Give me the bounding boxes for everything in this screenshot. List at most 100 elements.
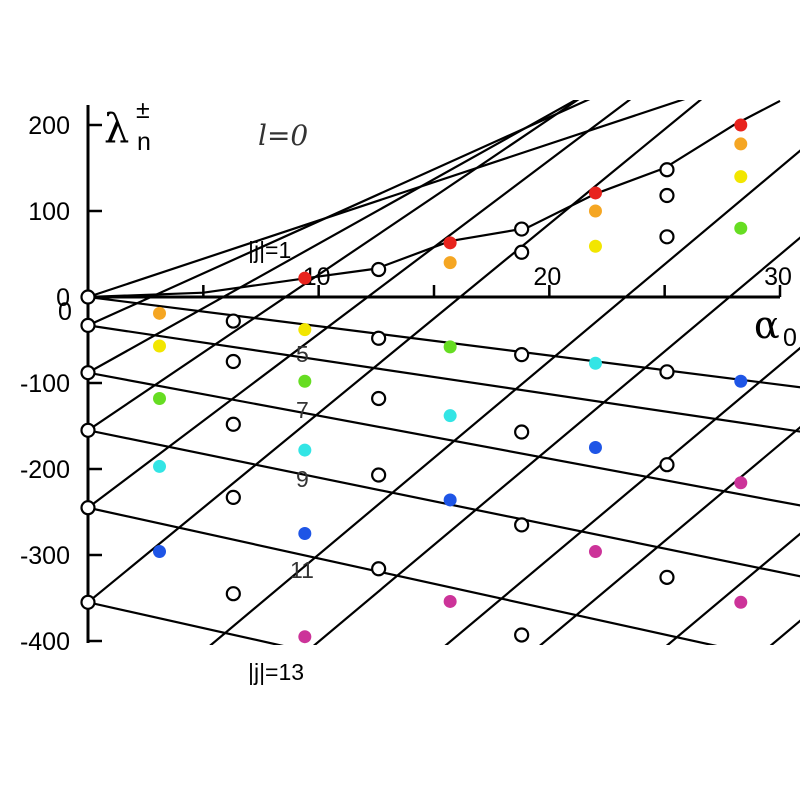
rising-extra-line-1 — [312, 236, 800, 645]
y-tick-label-4: -200 — [20, 456, 70, 484]
y-tick-label-3: -100 — [20, 370, 70, 398]
colored-point-27 — [734, 374, 748, 388]
colored-point-14 — [443, 409, 457, 423]
falling-line-3 — [88, 429, 800, 578]
colored-point-6 — [298, 323, 312, 337]
colored-point-2 — [153, 391, 167, 405]
colored-point-8 — [298, 443, 312, 457]
rising-extra-line-5 — [769, 619, 800, 645]
colored-point-4 — [153, 545, 167, 559]
y-tick-label-1: 100 — [28, 198, 70, 226]
points-layer — [80, 118, 748, 644]
white-point-3 — [80, 422, 96, 438]
y-tick-label-2: 0 — [56, 284, 70, 312]
white-point-2 — [80, 365, 96, 381]
annotation-2: 7 — [296, 397, 309, 423]
rising-line-3 — [88, 100, 580, 432]
white-point-21 — [514, 627, 530, 643]
origin-label: 0 — [58, 298, 72, 326]
colored-point-1 — [153, 339, 167, 353]
upper-curve — [88, 100, 781, 299]
falling-line-2 — [88, 371, 800, 507]
white-point-10 — [225, 586, 241, 602]
white-point-1 — [80, 317, 96, 333]
x-tick-label-2: 30 — [764, 263, 792, 291]
colored-point-22 — [588, 545, 602, 559]
x-axis-label: α — [754, 303, 780, 347]
white-point-12 — [371, 330, 387, 346]
rising-extra-line-2 — [444, 346, 800, 645]
white-point-20 — [514, 517, 530, 533]
rising-extra-line-0 — [209, 149, 800, 645]
white-point-11 — [371, 261, 387, 278]
colored-point-12 — [443, 256, 457, 270]
white-point-16 — [514, 244, 530, 260]
colored-point-21 — [588, 441, 602, 454]
colored-point-13 — [443, 340, 457, 354]
colored-point-26 — [734, 221, 748, 235]
y-tick-label-6: -400 — [20, 628, 70, 656]
falling-line-4 — [88, 506, 718, 645]
rising-extra-line-3 — [539, 426, 800, 645]
colored-point-7 — [298, 374, 312, 388]
colored-point-3 — [153, 459, 167, 473]
white-point-13 — [371, 390, 387, 407]
white-point-23 — [659, 187, 675, 204]
white-point-17 — [514, 221, 530, 237]
annotation-1: 5 — [296, 341, 309, 367]
rising-line-2 — [88, 100, 578, 374]
x-axis-label-sub: 0 — [783, 324, 797, 352]
annotation-3: 9 — [296, 466, 309, 492]
colored-point-23 — [734, 118, 748, 132]
y-tick-label-0: 200 — [28, 112, 70, 140]
rising-extra-line-4 — [665, 532, 800, 645]
chart-title: l=0 — [258, 119, 308, 152]
white-point-19 — [514, 424, 530, 440]
white-point-7 — [225, 353, 241, 370]
rising-line-1 — [88, 100, 591, 327]
x-tick-label-1: 20 — [533, 263, 561, 291]
colored-point-9 — [298, 527, 312, 540]
y-axis-label-sup: ± — [136, 96, 150, 124]
colored-point-17 — [588, 186, 602, 200]
rising-line-0 — [88, 100, 686, 299]
colored-point-18 — [588, 204, 602, 218]
colored-point-5 — [298, 271, 312, 285]
white-point-0 — [80, 289, 96, 305]
white-point-8 — [225, 416, 241, 432]
white-point-25 — [659, 364, 675, 380]
falling-line-5 — [88, 601, 284, 645]
white-point-5 — [80, 594, 96, 610]
white-point-24 — [659, 162, 675, 178]
annotation-5: |j|=13 — [248, 659, 304, 685]
rising-line-4 — [88, 100, 632, 509]
y-axis-label-sub: n — [137, 128, 151, 156]
colored-point-29 — [734, 595, 748, 609]
white-point-4 — [80, 500, 96, 516]
annotation-4: 11 — [290, 557, 314, 583]
y-axis-label-main: λ — [104, 106, 129, 152]
colored-point-24 — [734, 137, 748, 151]
colored-point-10 — [298, 630, 312, 644]
falling-line-1 — [88, 324, 800, 433]
y-axis-label: λ — [104, 106, 129, 152]
colored-point-11 — [443, 236, 457, 250]
colored-point-15 — [443, 493, 457, 507]
white-point-27 — [659, 569, 675, 585]
colored-point-25 — [734, 170, 748, 184]
white-point-9 — [225, 489, 241, 505]
colored-point-19 — [588, 239, 602, 253]
white-point-26 — [659, 457, 675, 473]
white-point-6 — [225, 313, 241, 329]
white-point-15 — [371, 561, 387, 577]
colored-point-0 — [153, 306, 167, 320]
y-tick-label-5: -300 — [20, 542, 70, 570]
rising-line-5 — [88, 100, 703, 604]
white-point-14 — [371, 467, 387, 483]
annotation-0: |j|=1 — [248, 237, 291, 263]
white-point-22 — [659, 229, 675, 245]
lines-layer — [88, 100, 800, 645]
